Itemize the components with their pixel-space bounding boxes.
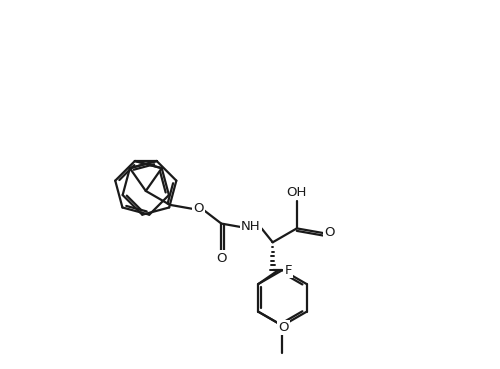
- Text: F: F: [284, 263, 292, 277]
- Text: O: O: [278, 321, 288, 334]
- Text: O: O: [324, 226, 334, 239]
- Text: O: O: [193, 202, 203, 215]
- Text: NH: NH: [241, 220, 260, 233]
- Text: OH: OH: [286, 186, 307, 199]
- Text: O: O: [216, 252, 226, 265]
